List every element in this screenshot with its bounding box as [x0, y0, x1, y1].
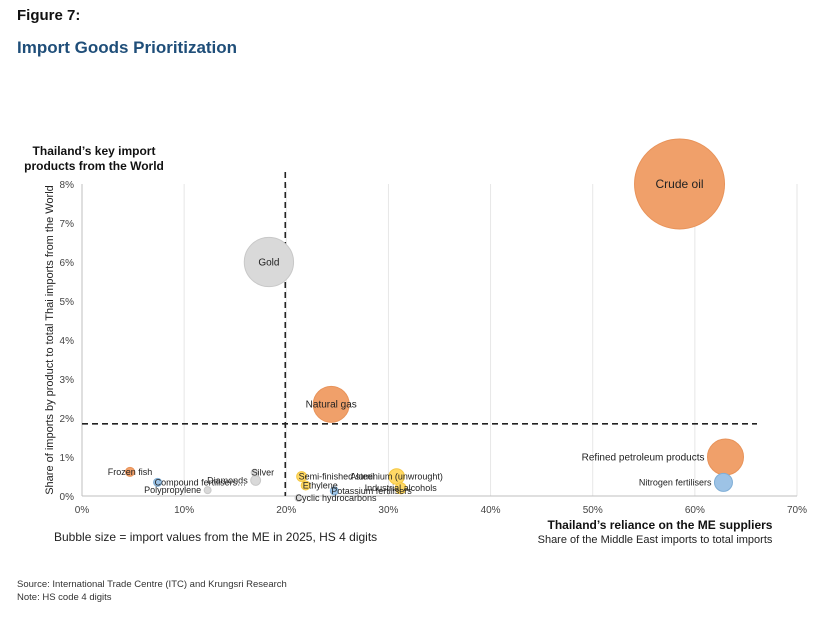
y-tick-label: 4% — [60, 336, 75, 347]
data-label: Polypropylene — [144, 485, 201, 495]
figure-title: Import Goods Prioritization — [17, 38, 238, 57]
x-axis-subtitle: Share of the Middle East imports to tota… — [537, 534, 773, 546]
bubble-polypropylene — [203, 486, 212, 495]
data-label: Diamonds — [207, 475, 248, 485]
data-label: Natural gas — [306, 400, 357, 411]
x-tick-label: 40% — [481, 505, 501, 516]
data-label: Potassium fertilisers — [331, 486, 412, 496]
figure-label: Figure 7: — [17, 7, 81, 24]
data-label: Cyclic hydrocarbons — [296, 493, 378, 503]
x-axis-title: Thailand’s reliance on the ME suppliers — [547, 518, 773, 532]
bubble-cyclic-hydrocarbons — [294, 493, 303, 502]
bubble-gold — [243, 236, 295, 288]
data-label: Refined petroleum products — [582, 452, 705, 463]
data-label: Industrial alcohols — [365, 483, 438, 493]
y-axis-label: Share of imports by product to total Tha… — [44, 185, 56, 495]
bubble-natural-gas — [312, 385, 350, 423]
x-tick-label: 50% — [583, 505, 603, 516]
data-label: Nitrogen fertilisers — [639, 477, 712, 487]
bubble-refined-petroleum-products — [707, 438, 744, 476]
chart-y-title-line1: Thailand’s key import — [32, 144, 156, 158]
x-tick-label: 20% — [276, 505, 296, 516]
bubble-silver — [250, 468, 259, 477]
x-tick-label: 10% — [174, 505, 194, 516]
y-tick-label: 5% — [60, 297, 75, 308]
bubble-ethylene — [300, 480, 311, 491]
bubble-nitrogen-fertilisers — [713, 472, 733, 492]
y-tick-label: 0% — [60, 492, 75, 503]
source-block: Source: International Trade Centre (ITC)… — [17, 578, 287, 604]
y-tick-label: 2% — [60, 414, 75, 425]
bubble-potassium-fertilisers — [329, 486, 339, 496]
x-tick-label: 70% — [787, 505, 807, 516]
bubble-semi-finished-steel — [296, 471, 308, 482]
data-label: Crude oil — [656, 177, 704, 191]
data-label: Compound fertilisers… — [155, 477, 247, 487]
data-label: Frozen fish — [108, 467, 153, 477]
bubble-industrial-alcohols — [394, 482, 407, 495]
y-tick-label: 3% — [60, 375, 75, 386]
x-tick-label: 60% — [685, 505, 705, 516]
data-label: Silver — [252, 468, 275, 478]
source-text: Source: International Trade Centre (ITC)… — [17, 579, 287, 590]
bubble-compound-fertilisers — [153, 477, 163, 487]
y-tick-label: 1% — [60, 453, 75, 464]
chart-y-title-line2: products from the World — [24, 159, 164, 173]
note-text: Note: HS code 4 digits — [17, 592, 112, 603]
bubble-size-note: Bubble size = import values from the ME … — [54, 530, 378, 544]
x-tick-label: 30% — [378, 505, 398, 516]
data-label: Aluminium (unwrought) — [350, 472, 443, 482]
bubble-frozen-fish — [125, 466, 136, 477]
chart-y-title: Thailand’s key import products from the … — [14, 144, 174, 174]
data-label: Gold — [258, 257, 279, 268]
y-tick-label: 6% — [60, 258, 75, 269]
bubble-crude-oil — [634, 138, 726, 230]
y-tick-label: 7% — [60, 219, 75, 230]
data-label: Semi-finished steel — [299, 472, 375, 482]
y-tick-label: 8% — [60, 180, 75, 191]
data-label: Ethylene — [303, 480, 338, 490]
x-tick-label: 0% — [75, 505, 90, 516]
